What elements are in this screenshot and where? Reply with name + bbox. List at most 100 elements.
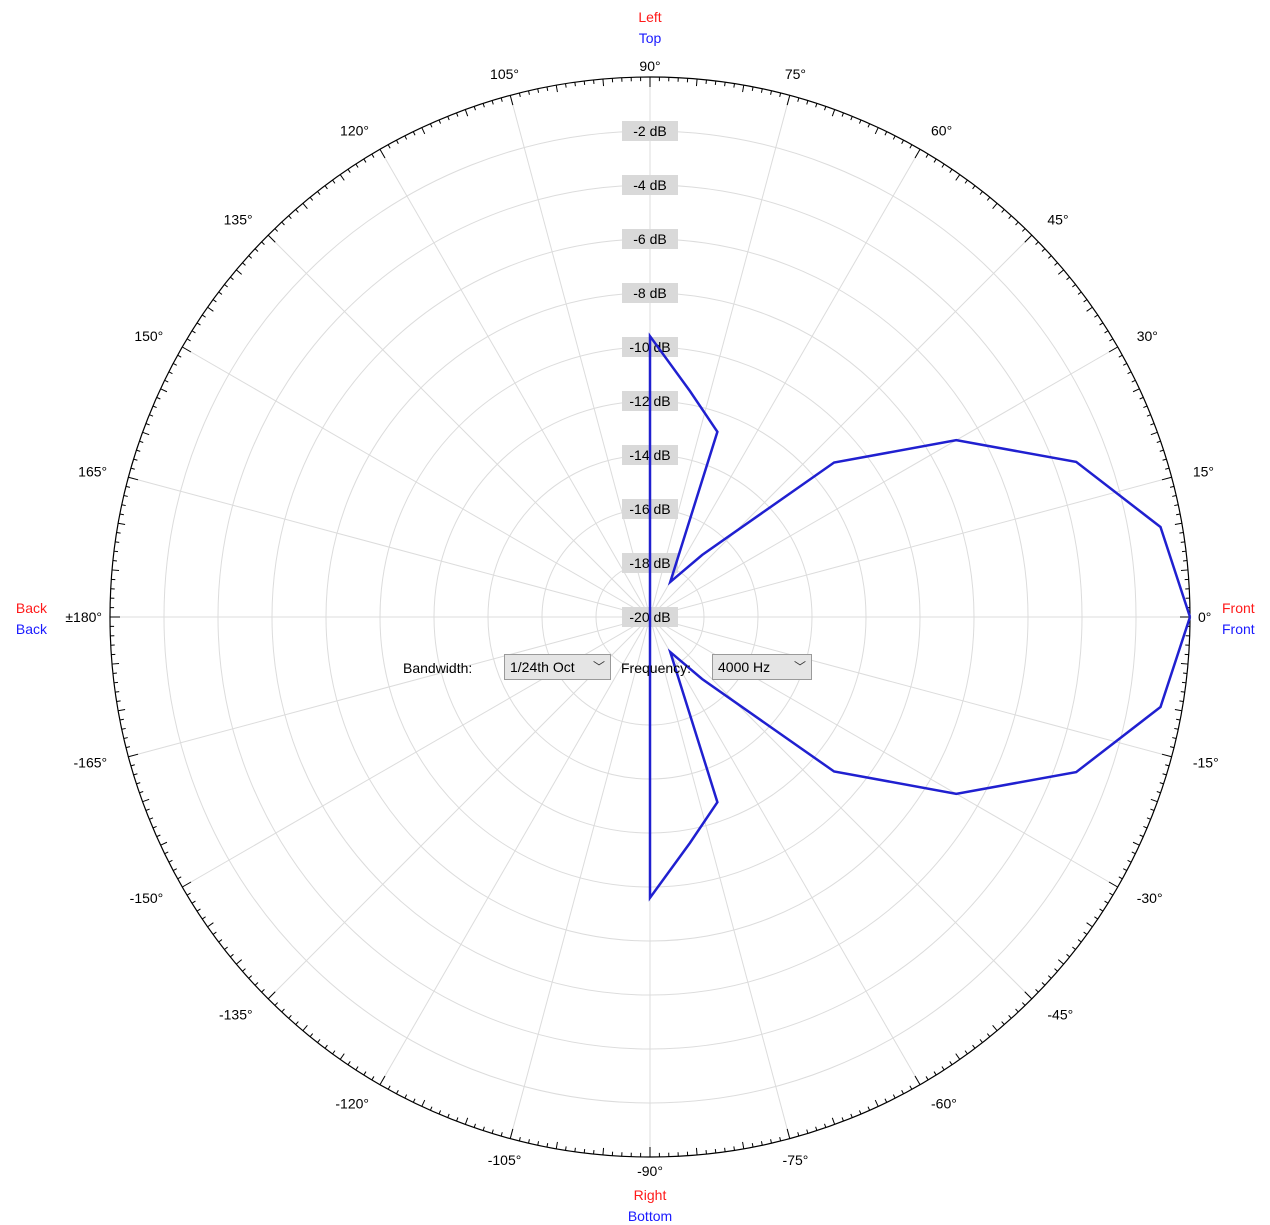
degree-tick [574,1147,576,1152]
degree-tick [1099,322,1104,326]
chevron-down-icon: ﹀ [793,660,806,674]
degree-tick [695,79,698,87]
degree-tick [500,97,503,102]
degree-tick [964,1050,968,1055]
degree-tick [1094,916,1098,920]
bandwidth-select[interactable]: 1/24th Oct ﹀ [504,654,611,680]
degree-tick [797,1132,800,1137]
degree-tick [1176,718,1181,721]
degree-tick [218,939,223,943]
degree-tick [941,1066,945,1071]
degree-tick [145,808,150,811]
degree-tick [1123,868,1128,871]
degree-tick [949,169,953,173]
degree-tick [1109,338,1114,342]
angle-label: -75° [783,1152,809,1168]
degree-tick [992,203,998,210]
degree-tick [379,1075,386,1085]
degree-tick [1118,354,1123,358]
degree-tick [118,709,126,712]
degree-tick [786,1128,791,1139]
degree-tick [874,127,879,135]
degree-tick [500,1132,503,1137]
radial-label: -4 dB [633,177,666,193]
degree-tick [236,269,243,275]
angle-label: 0° [1198,609,1211,625]
degree-tick [149,817,154,820]
degree-tick [295,209,299,213]
grid-spoke [267,234,651,618]
degree-tick [565,1146,567,1151]
degree-tick [1083,931,1088,935]
degree-tick [491,100,494,105]
degree-tick [116,532,121,534]
degree-tick [518,92,521,98]
degree-tick [546,1143,549,1148]
degree-tick [1072,284,1076,288]
degree-tick [742,1141,745,1149]
degree-tick [1131,379,1136,383]
direction-label-right-red: Front [1222,600,1255,616]
grid-spoke [649,616,1172,758]
degree-tick [528,90,530,95]
degree-tick [815,103,818,108]
grid-spoke [649,616,1033,1000]
degree-tick [332,1050,336,1055]
degree-tick [1172,737,1177,739]
degree-tick [142,431,150,436]
degree-tick [261,988,265,993]
grid-spoke [649,616,791,1139]
frequency-value: 4000 Hz [718,659,771,675]
degree-tick [1008,215,1012,220]
degree-tick [824,106,827,111]
degree-tick [1146,817,1151,820]
degree-tick [751,1143,754,1148]
radial-label-box [622,229,678,249]
degree-tick [1047,975,1052,979]
degree-tick [112,569,120,572]
degree-tick [884,1098,888,1103]
radial-label: -6 dB [633,231,666,247]
angle-label: -135° [219,1006,253,1022]
degree-tick [119,513,124,516]
degree-tick [317,1039,321,1043]
degree-tick [933,158,937,163]
degree-tick [182,346,192,353]
degree-tick [482,103,485,108]
degree-tick [156,396,161,400]
degree-tick [909,1085,913,1090]
grid-spoke [649,346,1118,618]
grid-spoke [509,95,651,618]
degree-tick [1180,541,1185,543]
degree-tick [152,825,157,829]
degree-tick [770,1139,772,1144]
degree-tick [186,892,191,896]
degree-tick [429,1106,433,1111]
degree-tick [1099,908,1104,912]
angle-label: 30° [1137,328,1158,344]
degree-tick [1174,709,1182,712]
degree-tick [986,1033,991,1037]
degree-tick [933,1071,937,1076]
degree-tick [986,197,991,201]
frequency-select[interactable]: 4000 Hz ﹀ [712,654,812,680]
degree-tick [850,1113,853,1118]
degree-tick [1057,959,1064,965]
degree-tick [925,153,929,158]
degree-tick [695,1147,698,1155]
degree-tick [212,931,217,935]
degree-tick [537,88,540,93]
degree-tick [841,1117,844,1122]
degree-tick [1179,700,1184,702]
degree-tick [355,163,359,168]
angle-label: ±180° [65,609,102,625]
degree-tick [602,79,605,87]
degree-tick [1123,363,1128,366]
grid-spoke [649,476,1172,618]
degree-tick [145,423,150,426]
degree-tick [128,476,139,481]
degree-tick [1001,209,1005,213]
degree-tick [473,106,476,111]
degree-tick [546,86,549,91]
degree-tick [412,1098,416,1103]
